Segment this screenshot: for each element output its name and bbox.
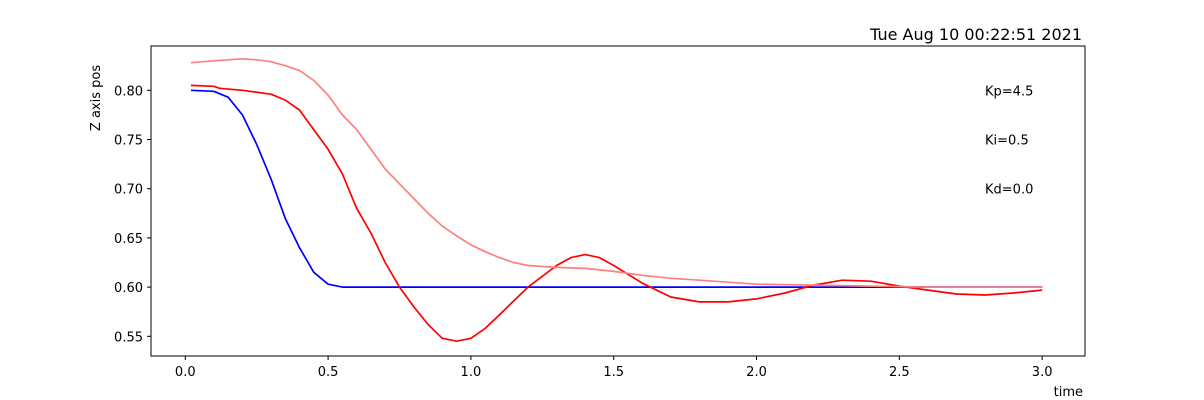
series-layer xyxy=(190,57,1043,343)
x-tick-label: 2.5 xyxy=(889,365,910,380)
x-tick-label: 1.5 xyxy=(603,365,624,380)
x-tick-label: 3.0 xyxy=(1032,365,1053,380)
series-line-0 xyxy=(190,89,1043,288)
x-tick-label: 1.0 xyxy=(461,365,482,380)
y-tick-label: 0.65 xyxy=(114,232,143,247)
annotation-layer: Kp=4.5 Ki=0.5 Kd=0.0 xyxy=(985,84,1033,197)
y-tick-label: 0.70 xyxy=(114,183,143,198)
annotation-text: Kd=0.0 xyxy=(985,183,1033,198)
annotation-text: Kp=4.5 xyxy=(985,84,1033,99)
tick-layer: 0.0 0.5 1.0 1.5 2.0 2.5 3.0 0.55 0.60 0.65 0.70 0.7… xyxy=(114,84,1052,380)
chart-title: Tue Aug 10 00:22:51 2021 xyxy=(869,25,1082,44)
x-tick-label: 0.5 xyxy=(318,365,339,380)
y-tick-label: 0.80 xyxy=(114,84,143,99)
annotation-text: Ki=0.5 xyxy=(985,133,1029,148)
x-axis-label: time xyxy=(1054,385,1083,400)
y-tick-label: 0.75 xyxy=(114,133,143,148)
series-line-1 xyxy=(190,84,1043,343)
y-tick-label: 0.55 xyxy=(114,330,143,345)
x-tick-label: 2.0 xyxy=(746,365,767,380)
x-tick-label: 0.0 xyxy=(175,365,196,380)
plot-frame xyxy=(150,45,1086,357)
series-line-2 xyxy=(190,57,1043,288)
y-tick-label: 0.60 xyxy=(114,281,143,296)
y-axis-label: Z axis pos xyxy=(89,65,104,131)
